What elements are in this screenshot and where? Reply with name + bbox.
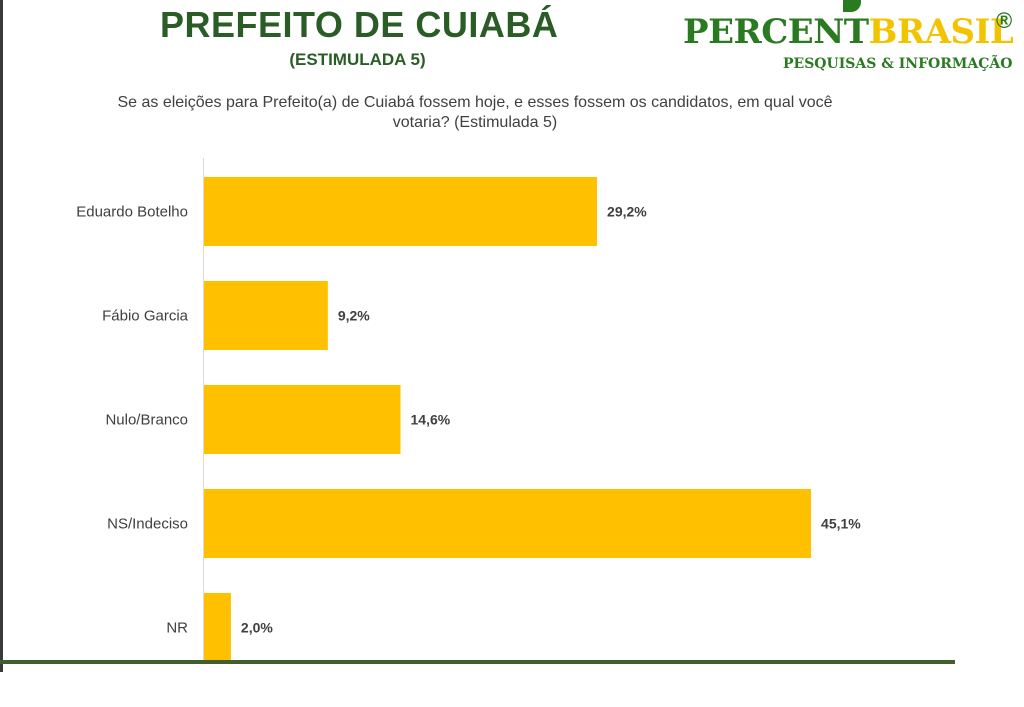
bottom-rule	[0, 660, 955, 664]
category-label-nr: NR	[166, 620, 188, 637]
percentbrasil-logo: PERCENTBRASIL ® PESQUISAS & INFORMAÇÃO	[683, 0, 1014, 84]
data-label-eduardo-botelho: 29,2%	[607, 204, 647, 220]
logo-tagline: PESQUISAS & INFORMAÇÃO	[783, 56, 1013, 72]
survey-question: Se as eleições para Prefeito(a) de Cuiab…	[117, 94, 833, 131]
left-border	[0, 0, 3, 672]
category-label-eduardo-botelho: Eduardo Botelho	[76, 204, 188, 221]
bar-nulo-branco	[204, 385, 401, 454]
logo-wordmark: PERCENTBRASIL	[683, 12, 1014, 52]
data-label-nulo-branco: 14,6%	[411, 412, 451, 428]
page-subtitle: (ESTIMULADA 5)	[289, 50, 426, 69]
logo-flag-mark	[843, 0, 861, 12]
data-label-ns-indeciso: 45,1%	[821, 516, 861, 532]
bar-ns-indeciso	[204, 489, 812, 558]
bar-fabio-garcia	[204, 281, 328, 350]
logo-wordmark-brasil: BRASIL	[868, 12, 1014, 52]
category-label-ns-indeciso: NS/Indeciso	[107, 516, 188, 533]
logo-wordmark-percent: PERCENT	[683, 12, 869, 52]
bar-nr	[204, 593, 231, 662]
registered-mark: ®	[996, 8, 1013, 33]
bar-eduardo-botelho	[204, 177, 598, 246]
page-title: PREFEITO DE CUIABÁ	[160, 4, 559, 45]
data-label-fabio-garcia: 9,2%	[338, 308, 370, 324]
category-label-fabio-garcia: Fábio Garcia	[102, 308, 189, 325]
category-label-nulo-branco: Nulo/Branco	[105, 412, 188, 429]
data-label-nr: 2,0%	[241, 620, 273, 636]
